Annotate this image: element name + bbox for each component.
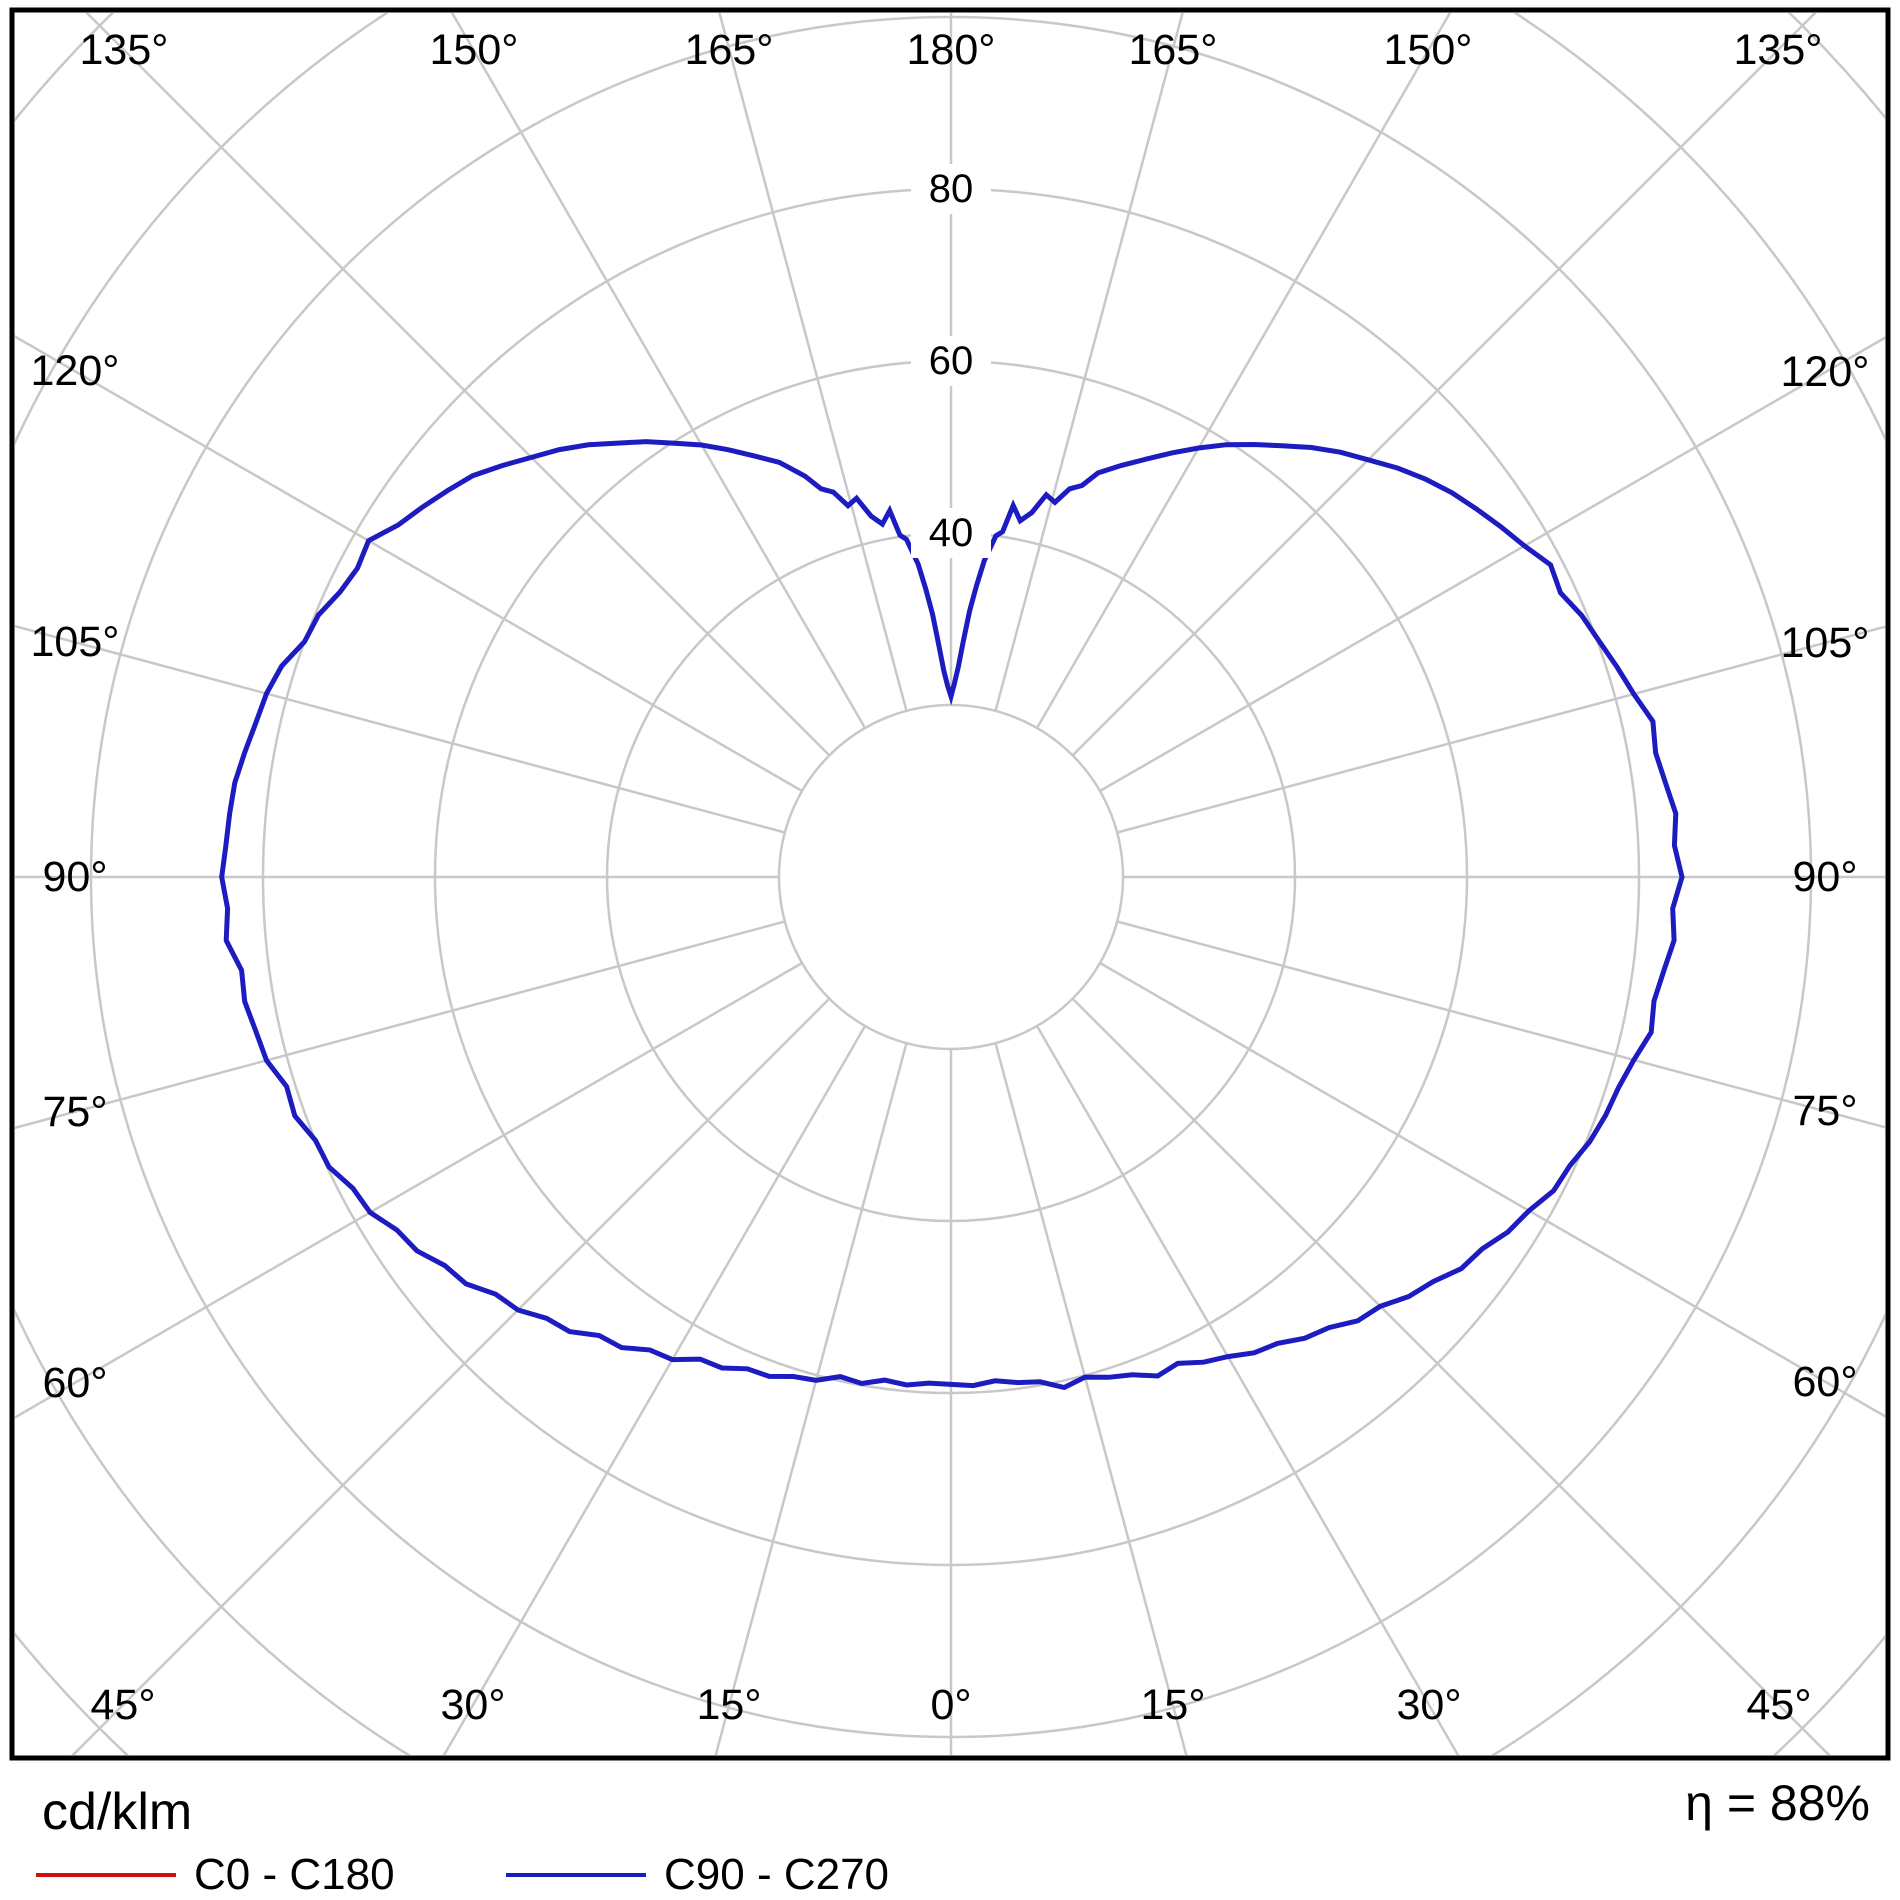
angle-label: 0° [930,1681,971,1729]
legend-swatch-c90-c270 [506,1873,646,1877]
grid-spoke [1035,1025,1460,1755]
legend-item-c0-c180: C0 - C180 [36,1850,395,1900]
angle-label: 180° [907,26,996,74]
grid-spoke [15,920,786,1130]
grid-spoke [71,997,831,1755]
angle-label: 150° [1384,26,1473,74]
angle-label: 75° [42,1088,107,1136]
units-label: cd/klm [42,1783,193,1841]
angle-label: 135° [80,26,169,74]
efficiency-label: η = 88% [1685,1775,1870,1831]
angle-label: 60° [42,1359,107,1407]
chart-footer: cd/klm η = 88% C0 - C180 C90 - C270 [0,1762,1900,1900]
angle-label: 90° [1792,853,1857,901]
angle-label: 135° [1734,26,1823,74]
grid-spoke [450,13,867,729]
plot-border [9,7,1891,1761]
angle-label: 105° [31,618,120,666]
grid-spoke [714,1042,908,1755]
angle-label: 90° [42,853,107,901]
grid-spoke [1071,13,1817,757]
angle-label: 15° [696,1681,761,1729]
grid-spoke [994,13,1184,712]
angle-label: 165° [1129,26,1218,74]
angle-label: 60° [1792,1358,1857,1406]
angle-label: 165° [685,26,774,74]
grid-spoke [1035,13,1452,729]
angle-label: 75° [1792,1087,1857,1135]
legend-swatch-c0-c180 [36,1873,176,1877]
grid-spoke [85,13,831,757]
angle-label: 105° [1781,619,1870,667]
grid-spoke [1099,961,1885,1418]
curve-c90-c270 [219,439,1685,1391]
grid-spoke [1116,625,1885,834]
grid-spoke [442,1025,867,1755]
grid-spoke [15,624,786,834]
angle-label: 120° [31,347,120,395]
angle-label: 150° [430,26,519,74]
legend: C0 - C180 C90 - C270 [0,1850,1900,1900]
legend-item-c90-c270: C90 - C270 [506,1850,889,1900]
angle-label: 30° [1396,1681,1461,1729]
angle-label: 45° [90,1681,155,1729]
angle-label: 15° [1140,1681,1205,1729]
radial-tick-label: 40 [929,511,974,555]
radial-tick-bg [911,336,991,386]
legend-label-c90-c270: C90 - C270 [664,1850,890,1899]
angle-label: 45° [1746,1681,1811,1729]
grid-spoke [15,335,803,793]
grid-spoke [1071,997,1831,1755]
legend-label-c0-c180: C0 - C180 [194,1850,395,1899]
angle-label: 120° [1781,348,1870,396]
radial-tick-bg [911,164,991,214]
grid-spoke [1099,336,1885,793]
grid-spoke [15,961,803,1419]
radial-tick-label: 60 [929,339,974,383]
radial-tick-labels: 40 60 80 [911,164,991,558]
grid-spoke [994,1042,1188,1755]
angle-label: 30° [440,1681,505,1729]
radial-tick-bg [911,508,991,558]
angle-labels: 0° 15° 15° 30° 30° 45° 45° 60° 60° 75° 75° 90° 90° 10… [31,26,1870,1729]
radial-tick-label: 80 [929,167,974,211]
grid-spoke [1116,920,1885,1129]
